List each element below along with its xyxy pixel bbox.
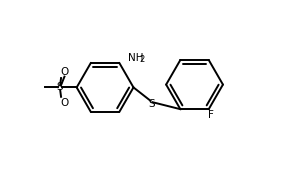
Text: NH: NH bbox=[128, 53, 143, 63]
Text: F: F bbox=[208, 110, 214, 120]
Text: O: O bbox=[60, 67, 69, 77]
Text: 2: 2 bbox=[140, 56, 145, 64]
Text: S: S bbox=[56, 82, 63, 92]
Text: O: O bbox=[60, 98, 69, 108]
Text: S: S bbox=[148, 99, 155, 109]
